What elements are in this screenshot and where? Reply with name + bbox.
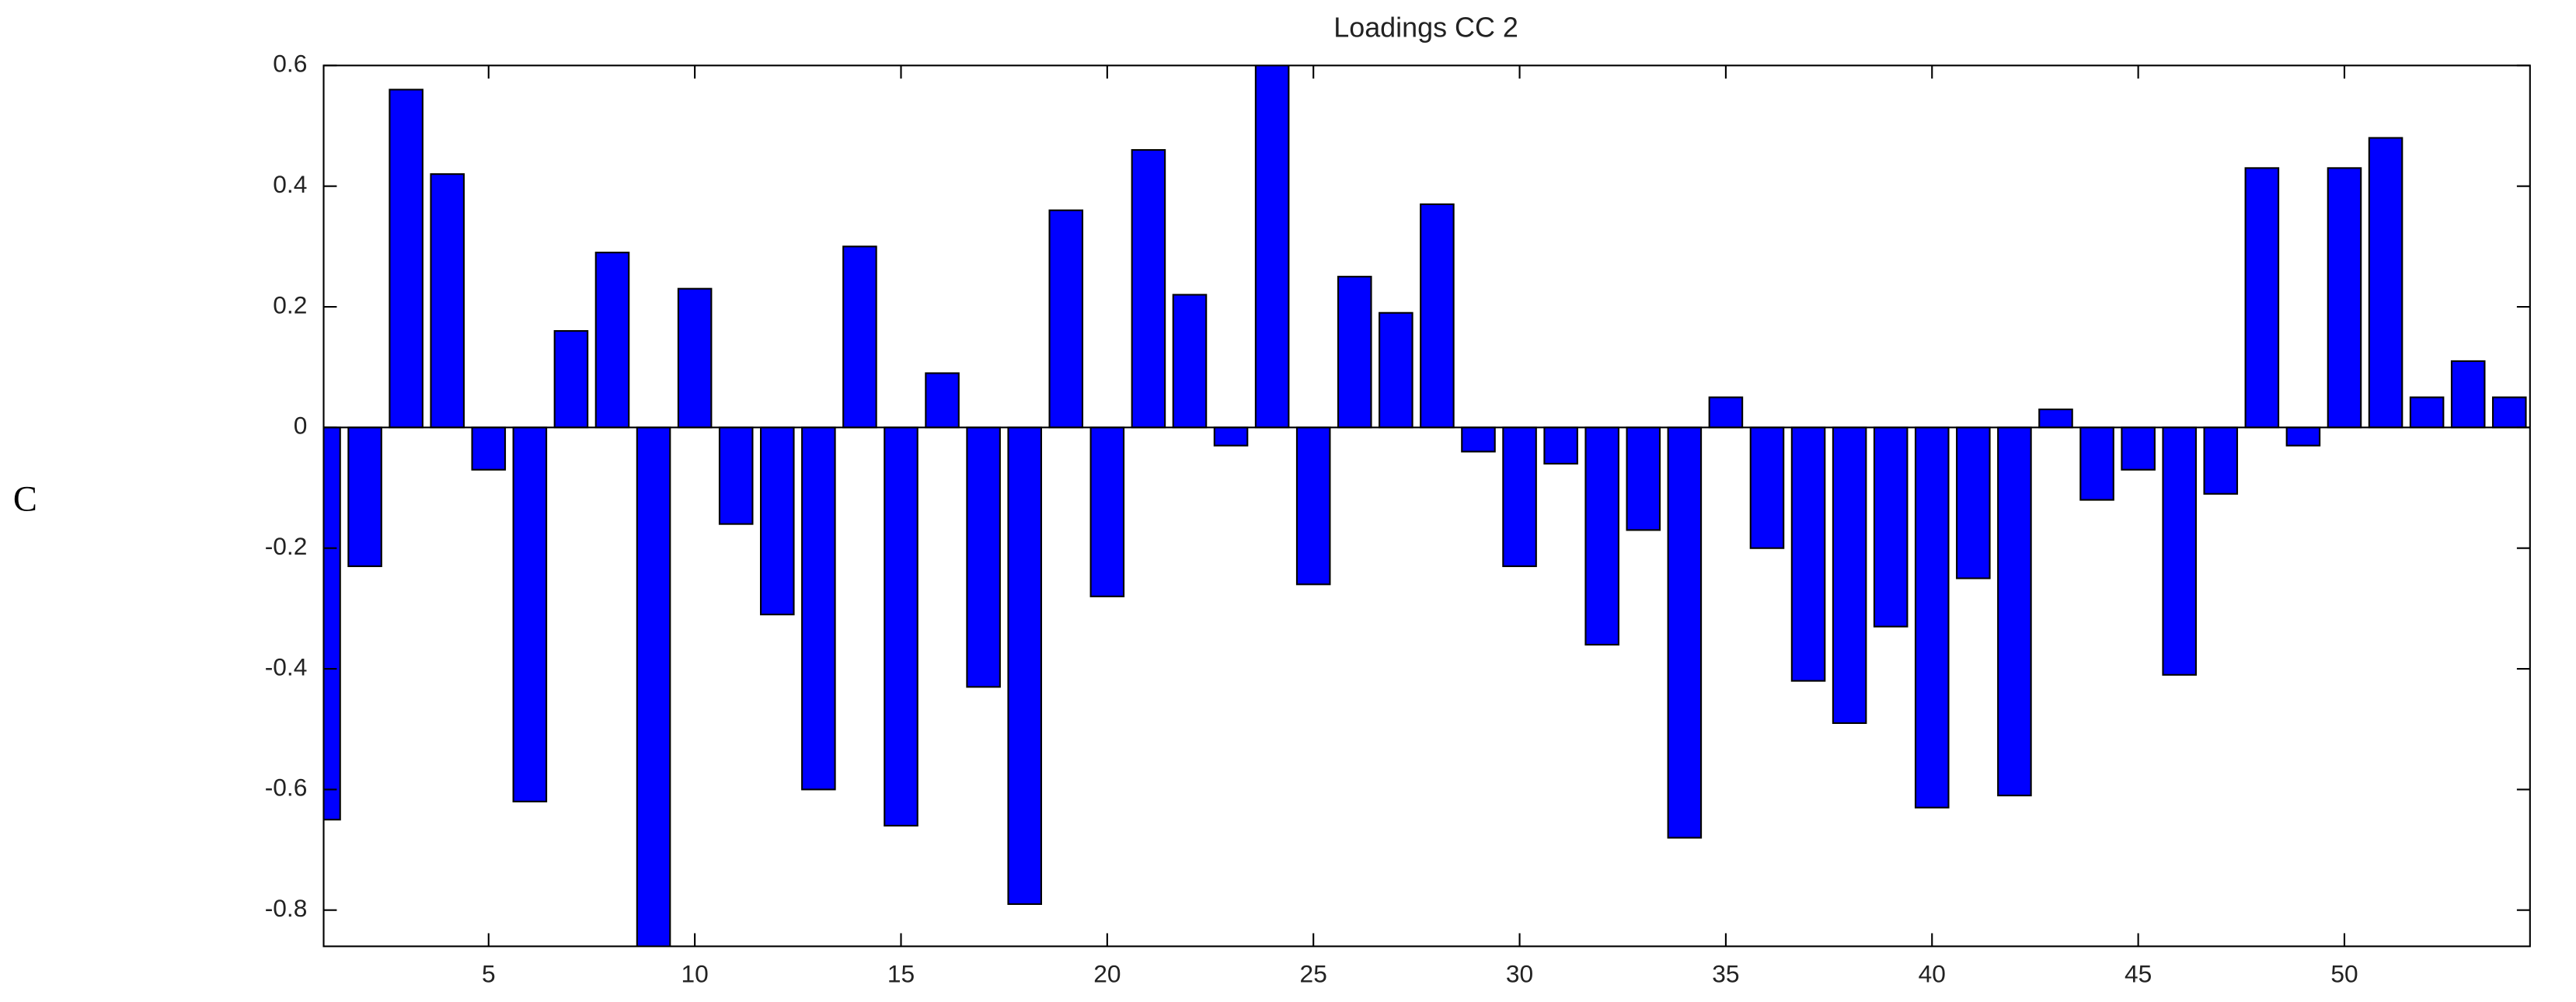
panel-label: C <box>13 480 37 520</box>
x-tick-label: 25 <box>1300 960 1327 988</box>
x-tick-label: 50 <box>2330 960 2358 988</box>
bar <box>1131 149 1166 429</box>
bar <box>1956 426 1991 579</box>
bar <box>801 426 836 791</box>
axes-box <box>322 64 2531 948</box>
bar <box>1667 426 1703 839</box>
bar <box>1461 426 1496 453</box>
y-tick-label: -0.8 <box>265 894 308 922</box>
bar <box>323 426 341 821</box>
bar <box>471 426 507 471</box>
bar <box>677 287 713 429</box>
x-tick-label: 5 <box>482 960 496 988</box>
bar <box>1172 294 1208 429</box>
bar <box>2285 426 2321 447</box>
bar <box>636 426 671 947</box>
bars <box>323 65 2530 947</box>
chart-title: Loadings CC 2 <box>1333 12 1518 43</box>
bar <box>1089 426 1125 597</box>
bar <box>2368 137 2403 429</box>
bar <box>966 426 1001 688</box>
bar <box>2409 396 2445 429</box>
bar <box>759 426 795 616</box>
bar <box>1914 426 1950 809</box>
bar <box>1543 426 1578 465</box>
bar <box>1379 311 1413 429</box>
bar <box>2327 167 2362 429</box>
x-tick-label: 45 <box>2125 960 2152 988</box>
bar <box>2038 408 2073 429</box>
bar <box>1832 426 1867 724</box>
y-tick-label: 0.4 <box>273 170 307 198</box>
bar <box>1337 276 1372 429</box>
bar <box>1502 426 1537 568</box>
bar <box>718 426 754 525</box>
bar <box>2244 167 2280 429</box>
bar <box>1254 65 1290 429</box>
y-tick-label: -0.2 <box>265 532 308 560</box>
bar <box>1420 203 1455 429</box>
bar <box>430 173 465 429</box>
bar <box>842 245 877 429</box>
y-tick-label: 0.6 <box>273 50 307 78</box>
bar <box>1295 426 1331 586</box>
bar <box>2162 426 2197 676</box>
y-tick-label: 0.2 <box>273 291 307 318</box>
y-tick-label: 0 <box>294 412 308 440</box>
x-tick-label: 35 <box>1712 960 1739 988</box>
x-tick-label: 40 <box>1919 960 1946 988</box>
x-tick-label: 10 <box>681 960 708 988</box>
bar <box>1708 396 1744 429</box>
bar <box>1997 426 2032 797</box>
bar <box>347 426 382 568</box>
bar <box>512 426 548 802</box>
bar <box>2450 360 2486 429</box>
bar <box>1007 426 1042 906</box>
bar <box>925 372 960 429</box>
bar <box>2203 426 2239 495</box>
bar <box>389 89 424 429</box>
bar <box>594 252 630 429</box>
x-tick-label: 20 <box>1093 960 1121 988</box>
y-tick-label: -0.6 <box>265 774 308 802</box>
bar <box>1626 426 1661 531</box>
x-tick-label: 30 <box>1506 960 1533 988</box>
bar <box>553 330 589 429</box>
bar <box>1749 426 1785 549</box>
bar <box>1873 426 1908 628</box>
bar <box>2491 396 2527 429</box>
x-tick-label: 15 <box>887 960 915 988</box>
bar <box>1584 426 1619 646</box>
bar <box>1790 426 1826 682</box>
bar <box>2121 426 2156 471</box>
bar <box>884 426 919 827</box>
y-tick-label: -0.4 <box>265 652 308 680</box>
bar <box>1048 209 1084 429</box>
bar <box>1213 426 1249 447</box>
bar <box>2079 426 2114 501</box>
